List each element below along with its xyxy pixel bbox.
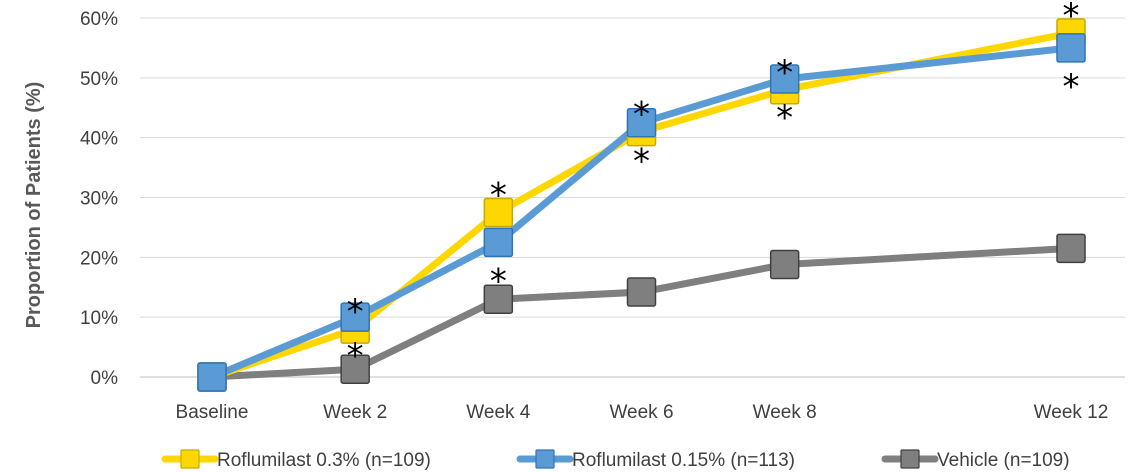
legend-item: Roflumilast 0.3% (n=109) (161, 449, 431, 471)
data-point (1056, 233, 1086, 264)
significance-markers: ********** (347, 0, 1080, 376)
x-tick-label: Baseline (176, 402, 249, 423)
legend-label: Roflumilast 0.3% (n=109) (217, 450, 431, 471)
y-tick-label: 40% (80, 129, 118, 150)
significance-star: * (633, 95, 650, 135)
x-tick-label: Week 4 (466, 402, 531, 423)
significance-star: * (776, 98, 793, 138)
y-tick-label: 0% (91, 368, 119, 389)
data-point (769, 249, 800, 280)
data-point (340, 354, 370, 384)
data-point (483, 284, 514, 314)
y-tick-label: 50% (80, 69, 118, 90)
significance-star: * (347, 336, 364, 376)
significance-star: * (1063, 67, 1080, 107)
legend: Roflumilast 0.3% (n=109) Roflumilast 0.15… (161, 449, 1070, 471)
significance-star: * (633, 142, 650, 182)
legend-label: Roflumilast 0.15% (n=113) (572, 450, 795, 471)
significance-star: * (347, 292, 364, 332)
x-tick-label: Week 8 (753, 402, 817, 423)
y-tick-label: 30% (80, 189, 118, 210)
gridlines (140, 17, 1125, 378)
data-point (340, 302, 370, 332)
significance-star: * (490, 175, 507, 215)
y-axis-label: Proportion of Patients (%) (23, 82, 45, 329)
y-tick-label: 10% (80, 308, 118, 329)
significance-star: * (776, 53, 793, 93)
x-tick-label: Week 2 (323, 402, 387, 423)
significance-star: * (1063, 0, 1080, 36)
data-point (197, 362, 227, 392)
legend-item: Roflumilast 0.15% (n=113) (516, 449, 795, 471)
series-line (208, 44, 1075, 381)
y-axis: 0% 10% 20% 30% 40% 50% 60% (80, 9, 118, 389)
y-tick-label: 20% (80, 248, 118, 269)
data-point (769, 64, 800, 94)
legend-swatch-marker (535, 449, 555, 469)
significance-star: * (490, 261, 507, 301)
data-point (1056, 33, 1086, 63)
y-tick-label: 60% (80, 9, 118, 30)
x-tick-label: Week 12 (1034, 402, 1109, 423)
series-line (208, 244, 1075, 381)
legend-swatch-marker (900, 449, 920, 469)
data-point (483, 197, 514, 228)
x-axis: Baseline Week 2 Week 4 Week 6 Week 8 Week 12 (176, 402, 1109, 423)
data-point (626, 277, 657, 307)
data-point (626, 107, 657, 138)
legend-swatch-marker (180, 449, 200, 469)
legend-item: Vehicle (n=109) (881, 449, 1070, 471)
series-line (208, 29, 1075, 381)
series-group (197, 18, 1086, 392)
legend-label: Vehicle (n=109) (937, 450, 1070, 471)
data-point (483, 227, 514, 258)
x-tick-label: Week 6 (609, 402, 673, 423)
